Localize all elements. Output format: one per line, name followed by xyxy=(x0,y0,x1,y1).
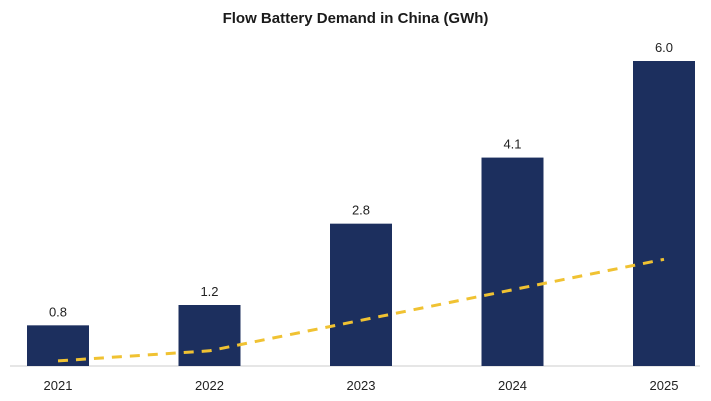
data-label-2025: 6.0 xyxy=(655,40,673,55)
trendline xyxy=(57,257,665,363)
data-label-2023: 2.8 xyxy=(352,203,370,218)
data-label-2022: 1.2 xyxy=(200,284,218,299)
bar-2022 xyxy=(178,305,241,366)
x-tick-label-2025: 2025 xyxy=(650,378,679,393)
bar-2025 xyxy=(633,61,695,366)
bar-2024 xyxy=(481,157,544,366)
bar-2023 xyxy=(330,223,392,366)
x-tick-label-2023: 2023 xyxy=(347,378,376,393)
data-label-2024: 4.1 xyxy=(503,137,521,152)
x-tick-label-2022: 2022 xyxy=(195,378,224,393)
x-tick-label-2021: 2021 xyxy=(44,378,73,393)
x-tick-label-2024: 2024 xyxy=(498,378,527,393)
chart-title: Flow Battery Demand in China (GWh) xyxy=(222,10,489,27)
data-label-2021: 0.8 xyxy=(49,304,67,319)
